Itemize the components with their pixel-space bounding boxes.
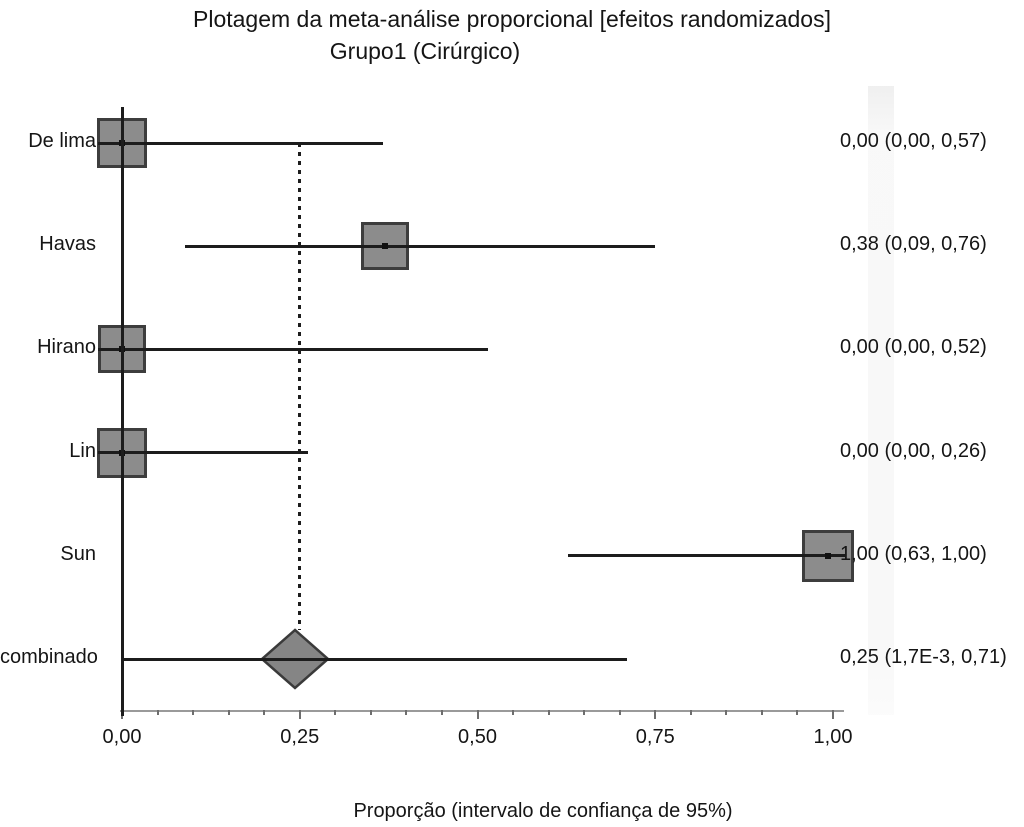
estimate-ci-text: 0,38 (0,09, 0,76) bbox=[840, 233, 987, 256]
x-axis-minor-tick bbox=[440, 710, 443, 715]
x-axis-tick-label: 0,00 bbox=[102, 726, 142, 748]
x-axis-minor-tick bbox=[369, 710, 372, 715]
confidence-interval-line bbox=[567, 554, 846, 558]
x-axis-major-tick bbox=[654, 710, 657, 719]
confidence-interval-line bbox=[122, 657, 627, 661]
confidence-interval-line bbox=[185, 244, 656, 248]
study-label: Sun bbox=[60, 542, 96, 565]
x-axis-tick-label: 0,25 bbox=[280, 726, 320, 748]
x-axis-minor-tick bbox=[512, 710, 515, 715]
study-label: combinado bbox=[0, 646, 98, 668]
x-axis-minor-tick bbox=[547, 710, 550, 715]
x-axis-minor-tick bbox=[618, 710, 621, 715]
x-axis-minor-tick bbox=[334, 710, 337, 715]
x-axis-minor-tick bbox=[689, 710, 692, 715]
x-axis-label: Proporção (intervalo de confiança de 95%… bbox=[353, 800, 733, 822]
chart-title: Plotagem da meta-análise proporcional [e… bbox=[193, 6, 831, 32]
x-axis-minor-tick bbox=[263, 710, 266, 715]
x-axis-major-tick bbox=[476, 710, 479, 719]
x-axis-minor-tick bbox=[156, 710, 159, 715]
x-axis-line bbox=[120, 710, 844, 712]
estimate-ci-text: 0,25 (1,7E-3, 0,71) bbox=[840, 646, 1007, 668]
x-axis-minor-tick bbox=[796, 710, 799, 715]
point-estimate-dot bbox=[382, 243, 389, 250]
x-axis-minor-tick bbox=[405, 710, 408, 715]
estimate-ci-text: 1,00 (0,63, 1,00) bbox=[840, 542, 987, 565]
pooled-estimate-dashed-line bbox=[298, 143, 302, 630]
confidence-interval-line bbox=[97, 451, 309, 455]
scan-artifact bbox=[868, 86, 894, 715]
estimate-ci-text: 0,00 (0,00, 0,52) bbox=[840, 336, 987, 359]
x-axis-minor-tick bbox=[227, 710, 230, 715]
study-label: Lin bbox=[69, 439, 96, 462]
study-label: Hirano bbox=[37, 336, 96, 359]
x-axis-major-tick bbox=[832, 710, 834, 719]
x-axis-minor-tick bbox=[583, 710, 586, 715]
study-label: De lima bbox=[28, 130, 96, 152]
chart-subtitle: Grupo1 (Cirúrgico) bbox=[329, 38, 521, 64]
confidence-interval-line bbox=[97, 347, 489, 351]
x-axis-major-tick bbox=[298, 710, 301, 719]
study-label: Havas bbox=[39, 233, 96, 256]
x-axis-minor-tick bbox=[760, 710, 763, 715]
x-axis-tick-label: 1,00 bbox=[813, 726, 853, 748]
estimate-ci-text: 0,00 (0,00, 0,57) bbox=[840, 130, 987, 152]
x-axis-tick-label: 0,50 bbox=[458, 726, 497, 748]
x-axis-minor-tick bbox=[192, 710, 195, 715]
point-estimate-dot bbox=[825, 552, 832, 559]
estimate-ci-text: 0,00 (0,00, 0,26) bbox=[840, 439, 987, 462]
y-axis-line bbox=[120, 107, 124, 716]
x-axis-minor-tick bbox=[725, 710, 728, 715]
confidence-interval-line bbox=[97, 141, 383, 145]
x-axis-tick-label: 0,75 bbox=[635, 726, 675, 748]
